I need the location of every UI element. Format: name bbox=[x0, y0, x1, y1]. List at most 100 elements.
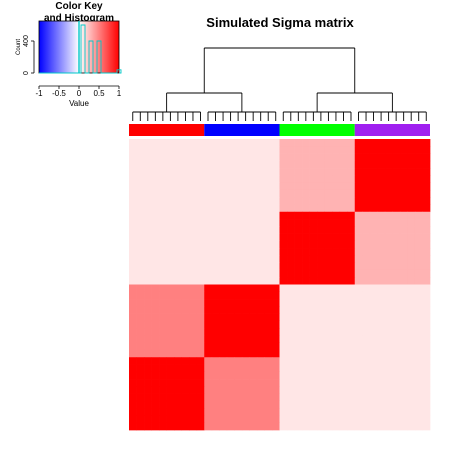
heatmap-cell bbox=[339, 204, 348, 213]
heatmap-cell bbox=[414, 211, 423, 220]
heatmap-cell bbox=[159, 204, 167, 213]
heatmap-cell bbox=[407, 371, 416, 380]
heatmap-cell bbox=[392, 204, 401, 213]
heatmap-cell bbox=[279, 175, 288, 184]
heatmap-cell bbox=[399, 400, 408, 409]
heatmap-cell bbox=[211, 335, 220, 344]
heatmap-cell bbox=[211, 146, 220, 154]
heatmap-cell bbox=[151, 299, 160, 307]
heatmap-cell bbox=[407, 160, 416, 169]
heatmap-cell bbox=[294, 306, 303, 314]
heatmap-cell bbox=[279, 233, 288, 242]
heatmap-cell bbox=[226, 255, 235, 264]
heatmap-cell bbox=[392, 255, 401, 264]
heatmap-cell bbox=[362, 255, 371, 264]
heatmap-cell bbox=[159, 342, 167, 351]
heatmap-cell bbox=[256, 240, 265, 249]
heatmap-cell bbox=[144, 349, 152, 358]
heatmap-cell bbox=[332, 175, 341, 184]
heatmap-cell bbox=[241, 139, 250, 147]
heatmap-cell bbox=[271, 189, 280, 198]
heatmap-cell bbox=[347, 139, 356, 147]
heatmap-cell bbox=[189, 197, 198, 205]
heatmap-cell bbox=[144, 400, 152, 409]
heatmap-cell bbox=[399, 320, 408, 329]
heatmap-cell bbox=[407, 335, 416, 344]
heatmap-cell bbox=[317, 284, 326, 293]
heatmap-cell bbox=[136, 342, 145, 351]
heatmap-cell bbox=[347, 306, 356, 314]
heatmap-cell bbox=[347, 400, 356, 409]
heatmap-cell bbox=[309, 197, 318, 205]
heatmap-cell bbox=[264, 328, 273, 336]
heatmap-cell bbox=[294, 219, 303, 227]
heatmap-cell bbox=[264, 211, 273, 220]
heatmap-cell bbox=[174, 291, 183, 300]
heatmap-cell bbox=[204, 299, 213, 307]
heatmap-cell bbox=[271, 371, 280, 380]
heatmap-cell bbox=[204, 371, 213, 380]
heatmap-cell bbox=[219, 211, 228, 220]
heatmap-cell bbox=[174, 408, 183, 416]
heatmap-cell bbox=[347, 182, 356, 191]
heatmap-cell bbox=[369, 313, 378, 322]
heatmap-cell bbox=[392, 306, 401, 314]
heatmap-cell bbox=[226, 335, 235, 344]
heatmap-cell bbox=[189, 306, 198, 314]
heatmap-cell bbox=[324, 197, 333, 205]
heatmap-cell bbox=[174, 400, 183, 409]
heatmap-cell bbox=[347, 146, 356, 154]
heatmap-cell bbox=[151, 211, 160, 220]
heatmap-cell bbox=[362, 422, 371, 431]
heatmap-cell bbox=[174, 335, 183, 344]
heatmap-cell bbox=[249, 146, 258, 154]
heatmap-cell bbox=[309, 299, 318, 307]
heatmap-cell bbox=[317, 408, 326, 416]
heatmap-cell bbox=[181, 306, 190, 314]
heatmap-cell bbox=[181, 299, 190, 307]
heatmap-cell bbox=[271, 415, 280, 424]
heatmap-cell bbox=[166, 408, 175, 416]
heatmap-cell bbox=[347, 168, 356, 176]
heatmap-cell bbox=[211, 269, 220, 278]
heatmap-cell bbox=[339, 422, 348, 431]
heatmap-cell bbox=[204, 393, 213, 402]
heatmap-cell bbox=[226, 168, 235, 176]
heatmap-cell bbox=[264, 335, 273, 344]
heatmap-cell bbox=[279, 204, 288, 213]
heatmap-cell bbox=[407, 408, 416, 416]
heatmap-cell bbox=[392, 219, 401, 227]
heatmap-cell bbox=[144, 211, 152, 220]
heatmap-cell bbox=[174, 146, 183, 154]
heatmap-cell bbox=[256, 219, 265, 227]
heatmap-cell bbox=[151, 160, 160, 169]
heatmap-cell bbox=[151, 139, 160, 147]
heatmap-cell bbox=[129, 299, 137, 307]
heatmap-cell bbox=[422, 408, 431, 416]
heatmap-cell bbox=[234, 139, 243, 147]
heatmap-cell bbox=[249, 306, 258, 314]
heatmap-cell bbox=[302, 364, 310, 373]
heatmap-cell bbox=[174, 415, 183, 424]
heatmap-cell bbox=[324, 189, 333, 198]
heatmap-cell bbox=[354, 211, 363, 220]
heatmap-cell bbox=[294, 204, 303, 213]
heatmap-cell bbox=[324, 269, 333, 278]
heatmap-cell bbox=[332, 197, 341, 205]
heatmap-cell bbox=[414, 364, 423, 373]
heatmap-cell bbox=[362, 175, 371, 184]
heatmap-cell bbox=[332, 364, 341, 373]
heatmap-cell bbox=[354, 182, 363, 191]
heatmap-cell bbox=[189, 240, 198, 249]
heatmap-cell bbox=[151, 306, 160, 314]
heatmap-cell bbox=[414, 379, 423, 387]
heatmap-cell bbox=[414, 182, 423, 191]
heatmap-cell bbox=[189, 364, 198, 373]
heatmap-cell bbox=[309, 175, 318, 184]
key-y-tick-label: 0 bbox=[23, 71, 30, 75]
heatmap-cell bbox=[219, 400, 228, 409]
heatmap-cell bbox=[339, 153, 348, 162]
heatmap-cell bbox=[377, 277, 386, 285]
heatmap-cell bbox=[256, 313, 265, 322]
heatmap-cell bbox=[181, 197, 190, 205]
